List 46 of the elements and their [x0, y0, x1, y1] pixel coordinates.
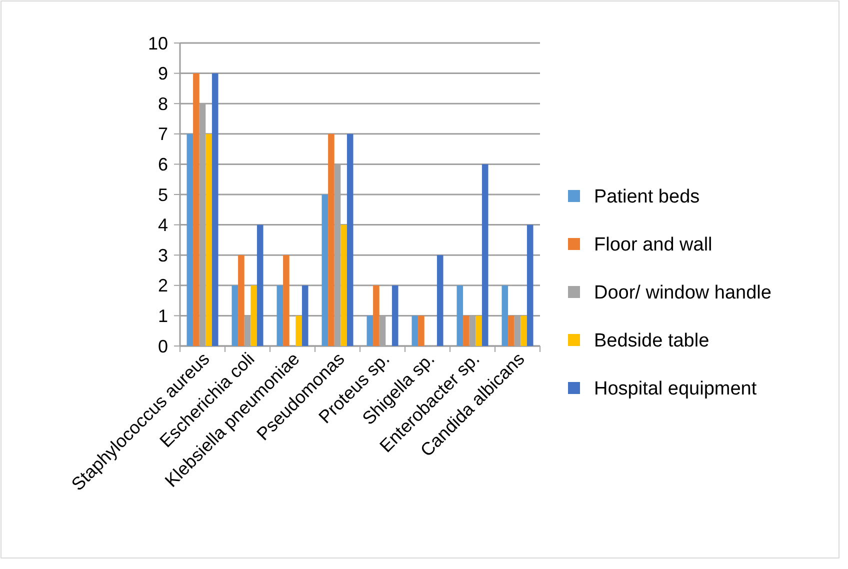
bar — [322, 194, 328, 346]
bar — [502, 285, 508, 346]
bar — [436, 255, 444, 346]
y-tick-label: 5 — [158, 184, 168, 205]
bar — [340, 224, 347, 346]
bar — [328, 134, 334, 346]
bar — [418, 316, 424, 346]
bar — [346, 134, 354, 346]
legend-label: Door/ window handle — [594, 282, 772, 304]
bar — [456, 285, 464, 346]
y-tick-label: 9 — [158, 64, 168, 84]
y-tick-label: 6 — [158, 154, 168, 174]
y-tick-label: 8 — [158, 94, 168, 114]
y-tick-label: 7 — [158, 124, 168, 144]
bar — [276, 285, 284, 346]
bar — [238, 255, 244, 346]
bar — [212, 73, 218, 346]
bar — [373, 285, 380, 346]
bar — [520, 316, 527, 346]
bar — [302, 285, 308, 346]
bar — [463, 316, 470, 346]
bar — [526, 224, 534, 346]
bar — [186, 134, 194, 346]
legend-label: Hospital equipment — [594, 378, 758, 400]
y-tick-label: 3 — [158, 245, 168, 266]
bar — [206, 134, 212, 346]
bar — [250, 285, 257, 346]
y-tick-label: 10 — [148, 33, 168, 54]
bar — [193, 73, 200, 346]
y-tick-label: 1 — [158, 306, 168, 326]
legend-label: Bedside table — [594, 330, 710, 352]
bar — [366, 316, 374, 346]
bar — [476, 316, 482, 346]
bar — [508, 316, 514, 346]
bar — [412, 316, 418, 346]
bar — [482, 164, 488, 346]
bar — [256, 224, 264, 346]
bar — [232, 285, 238, 346]
y-tick-label: 2 — [158, 276, 168, 296]
legend-label: Patient beds — [594, 186, 700, 208]
y-tick-label: 0 — [158, 336, 168, 356]
y-tick-label: 4 — [158, 215, 168, 236]
legend-label: Floor and wall — [594, 234, 712, 256]
bar — [296, 316, 302, 346]
bar — [392, 285, 398, 346]
bar — [283, 255, 290, 346]
